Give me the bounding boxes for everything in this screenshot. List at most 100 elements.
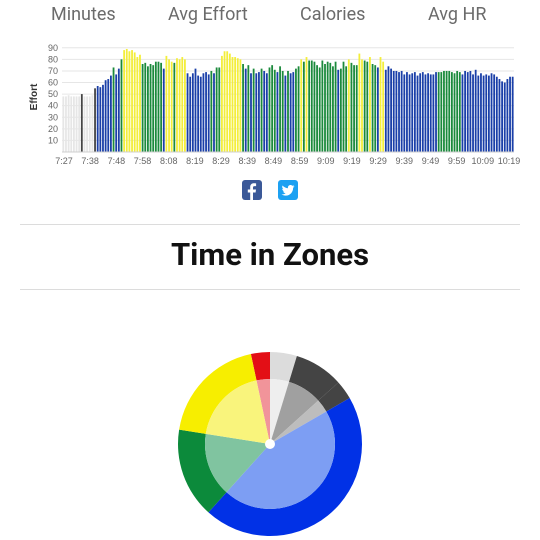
y-tick-label: 90 (48, 43, 58, 53)
x-tick-label: 9:19 (343, 156, 361, 166)
zone-ring-green (178, 429, 227, 513)
effort-bar (83, 96, 86, 152)
effort-bar (353, 65, 355, 152)
effort-bar (316, 65, 318, 152)
effort-bar (466, 72, 469, 152)
effort-bar (395, 70, 398, 152)
effort-bar (207, 74, 210, 152)
effort-bar (128, 51, 131, 153)
effort-bar (424, 74, 427, 152)
effort-bar (67, 95, 70, 152)
effort-bar (88, 96, 91, 152)
effort-bar (435, 72, 437, 152)
y-tick-label: 20 (48, 124, 58, 134)
effort-bar (511, 76, 514, 152)
effort-bar (165, 55, 168, 152)
effort-bar (160, 62, 163, 153)
effort-bar (358, 53, 361, 152)
effort-bar (474, 69, 477, 152)
effort-bar (403, 74, 406, 152)
effort-bar (305, 57, 308, 153)
effort-bar (86, 96, 89, 152)
x-tick-label: 9:29 (369, 156, 387, 166)
effort-bar (268, 67, 271, 152)
x-tick-label: 9:59 (448, 156, 466, 166)
effort-bar (244, 68, 247, 152)
effort-bar (176, 58, 178, 152)
twitter-share-button[interactable] (278, 180, 298, 200)
effort-bar (75, 96, 78, 152)
effort-bar (503, 82, 506, 152)
effort-bar (387, 66, 390, 152)
effort-bar (234, 57, 237, 153)
effort-bar (139, 54, 141, 152)
effort-bar (495, 76, 498, 152)
effort-bar (117, 68, 120, 152)
effort-bar (443, 70, 445, 152)
effort-bar (258, 72, 260, 152)
effort-bar (231, 57, 234, 153)
effort-bar (390, 68, 392, 152)
effort-bar (125, 48, 128, 152)
effort-bar (215, 67, 218, 152)
effort-bar (289, 73, 292, 152)
effort-bar (110, 75, 112, 152)
effort-bar (477, 75, 480, 152)
effort-bar (379, 57, 382, 153)
effort-bar (154, 61, 157, 152)
zone-wedge-darkgray (270, 381, 319, 444)
effort-bar (329, 62, 332, 153)
effort-bar (292, 72, 295, 152)
effort-bar (363, 60, 366, 152)
effort-bar (493, 74, 496, 152)
x-tick-label: 9:09 (317, 156, 335, 166)
effort-bar (482, 75, 485, 152)
effort-bar (78, 96, 81, 152)
effort-bar (440, 72, 443, 152)
stat-avg-effort-label: Avg Effort (168, 4, 248, 25)
effort-bar (302, 61, 305, 152)
effort-bar (228, 53, 231, 152)
effort-bar (62, 96, 65, 152)
effort-bar (334, 61, 337, 152)
effort-bar (345, 66, 348, 152)
effort-bar (226, 51, 229, 153)
effort-bar (265, 73, 268, 152)
effort-bar (94, 88, 96, 152)
x-tick-label: 8:29 (212, 156, 230, 166)
stat-calories-label: Calories (300, 4, 366, 25)
effort-bar (469, 70, 472, 152)
effort-bar (406, 72, 408, 152)
effort-bar (131, 50, 133, 152)
effort-bar (199, 76, 202, 152)
effort-bar (472, 74, 474, 152)
effort-bar (162, 68, 165, 152)
effort-bar (287, 70, 289, 152)
facebook-share-button[interactable] (242, 180, 262, 200)
effort-bar (421, 72, 424, 152)
x-tick-label: 10:19 (498, 156, 521, 166)
effort-bar (337, 69, 340, 152)
effort-bar (104, 80, 107, 152)
effort-bar (416, 75, 419, 152)
effort-bar (429, 74, 432, 152)
effort-bar (453, 73, 456, 152)
zone-wedge-red (256, 379, 270, 444)
effort-bar (509, 76, 511, 152)
donut-center-dot (265, 439, 275, 449)
section-divider-top (20, 224, 520, 225)
x-tick-label: 8:08 (160, 156, 178, 166)
zone-ring-gray (270, 352, 297, 382)
effort-bar (461, 74, 464, 152)
effort-bar (218, 67, 221, 152)
effort-bar (107, 79, 110, 152)
stat-minutes-label: Minutes (51, 4, 116, 25)
effort-bar (498, 79, 501, 152)
zone-wedge-gray (270, 379, 290, 444)
effort-bar (361, 59, 363, 152)
y-tick-label: 80 (48, 54, 58, 64)
effort-bar (432, 74, 435, 152)
y-tick-label: 50 (48, 89, 58, 99)
effort-bar (80, 94, 83, 152)
section-title: Time in Zones (170, 236, 370, 273)
